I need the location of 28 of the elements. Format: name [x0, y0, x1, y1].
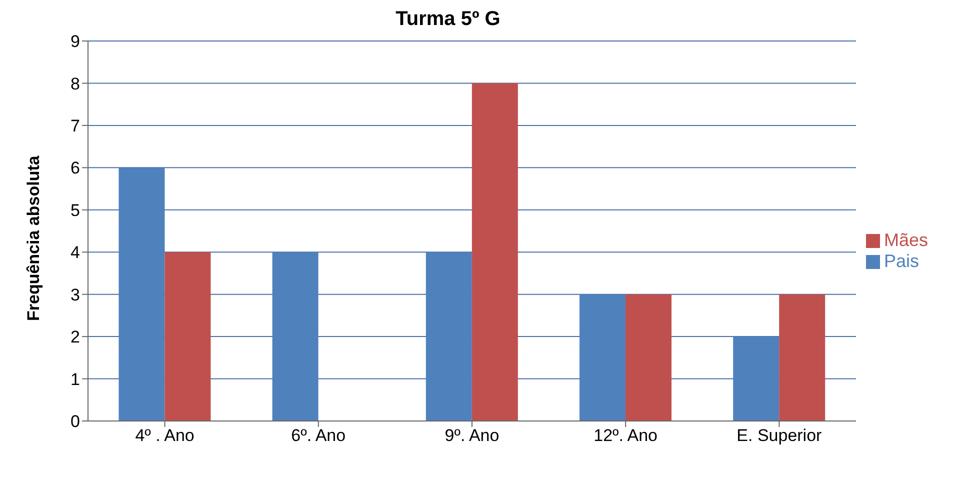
legend-label: Pais	[884, 251, 919, 271]
x-tick-label: E. Superior	[736, 426, 822, 446]
y-tick-label: 2	[70, 328, 80, 347]
legend-label: Mães	[884, 230, 928, 250]
bar	[733, 336, 780, 421]
y-tick-label: 7	[70, 116, 80, 136]
bar	[472, 83, 518, 421]
bar	[779, 294, 826, 421]
y-axis-title: Frequência absoluta	[24, 155, 44, 321]
x-tick-label: 12º. Ano	[594, 426, 658, 446]
x-tick-label: 9º. Ano	[444, 426, 500, 446]
y-tick-label: 6	[70, 158, 80, 178]
y-tick-label: 0	[70, 412, 80, 432]
y-tick-label: 3	[70, 285, 80, 304]
x-tick-label: 6º. Ano	[291, 426, 346, 446]
bar	[426, 252, 472, 421]
bar	[118, 168, 165, 421]
bar	[164, 252, 211, 421]
y-tick-label: 1	[70, 370, 80, 389]
x-tick-label: 4º . Ano	[135, 426, 194, 446]
y-tick-label: 4	[70, 243, 80, 262]
bar	[272, 252, 318, 421]
y-tick-label: 9	[70, 32, 80, 52]
y-tick-label: 5	[70, 200, 80, 220]
chart-title: Turma 5º G	[394, 8, 502, 31]
y-tick-label: 8	[70, 74, 80, 94]
bar	[580, 294, 626, 421]
bar	[626, 294, 672, 421]
